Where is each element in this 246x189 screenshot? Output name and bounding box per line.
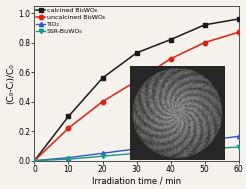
uncalcined Bi₂WO₆ xyxy=(101,101,104,103)
uncalcined Bi₂WO₆ xyxy=(237,31,240,33)
calcined Bi₂WO₆ xyxy=(67,115,70,118)
calcined Bi₂WO₆ xyxy=(203,24,206,26)
SSR-Bi₂WO₆ xyxy=(169,150,172,152)
SSR-Bi₂WO₆ xyxy=(203,148,206,150)
Line: TiO₂: TiO₂ xyxy=(32,134,241,163)
Line: calcined Bi₂WO₆: calcined Bi₂WO₆ xyxy=(32,17,241,163)
X-axis label: Irradiation time / min: Irradiation time / min xyxy=(92,177,181,186)
Line: uncalcined Bi₂WO₆: uncalcined Bi₂WO₆ xyxy=(32,30,241,163)
calcined Bi₂WO₆ xyxy=(101,77,104,79)
uncalcined Bi₂WO₆ xyxy=(33,160,36,162)
uncalcined Bi₂WO₆ xyxy=(169,58,172,60)
TiO₂ xyxy=(237,135,240,137)
TiO₂ xyxy=(101,152,104,154)
TiO₂ xyxy=(33,160,36,162)
uncalcined Bi₂WO₆ xyxy=(67,127,70,129)
SSR-Bi₂WO₆ xyxy=(33,160,36,162)
calcined Bi₂WO₆ xyxy=(33,160,36,162)
TiO₂ xyxy=(67,156,70,159)
TiO₂ xyxy=(169,145,172,147)
Legend: calcined Bi₂WO₆, uncalcined Bi₂WO₆, TiO₂, SSR-Bi₂WO₆: calcined Bi₂WO₆, uncalcined Bi₂WO₆, TiO₂… xyxy=(36,7,106,34)
TiO₂ xyxy=(135,148,138,150)
SSR-Bi₂WO₆ xyxy=(237,146,240,148)
SSR-Bi₂WO₆ xyxy=(135,152,138,154)
calcined Bi₂WO₆ xyxy=(135,52,138,54)
calcined Bi₂WO₆ xyxy=(169,39,172,41)
uncalcined Bi₂WO₆ xyxy=(135,80,138,82)
SSR-Bi₂WO₆ xyxy=(67,158,70,160)
SSR-Bi₂WO₆ xyxy=(101,155,104,157)
TiO₂ xyxy=(203,140,206,142)
Y-axis label: (C₀-Cᵢ)/C₀: (C₀-Cᵢ)/C₀ xyxy=(6,63,15,104)
Line: SSR-Bi₂WO₆: SSR-Bi₂WO₆ xyxy=(32,145,241,163)
calcined Bi₂WO₆ xyxy=(237,18,240,20)
uncalcined Bi₂WO₆ xyxy=(203,41,206,44)
